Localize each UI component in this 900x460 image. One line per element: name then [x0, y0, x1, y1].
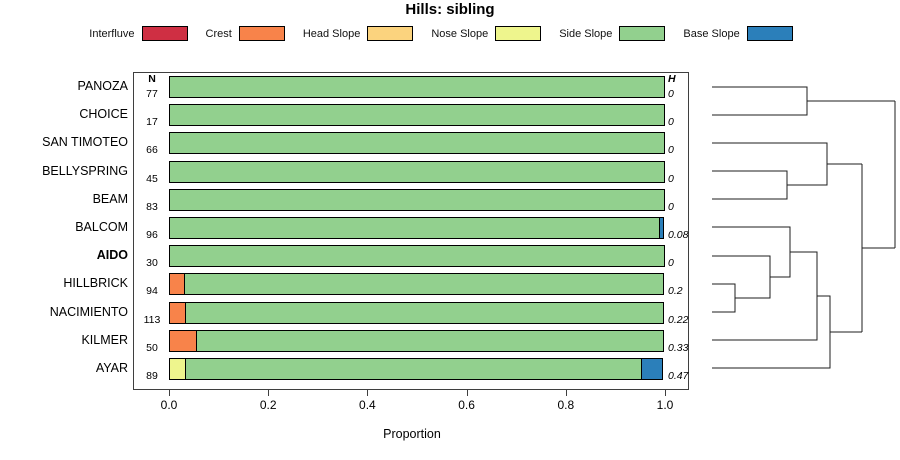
row-h-value: 0.08 [668, 229, 689, 241]
row-label-aido: AIDO [96, 248, 128, 263]
bar-segment-side-slope [169, 188, 665, 211]
bar-segment-side-slope [169, 104, 665, 127]
row-label-panoza: PANOZA [77, 79, 128, 93]
row-n-value: 83 [146, 200, 158, 213]
row-label-balcom: BALCOM [75, 220, 128, 234]
h-column-header: H [668, 73, 676, 85]
row-label-nacimiento: NACIMIENTO [49, 304, 128, 319]
bar-segment-side-slope [169, 217, 661, 239]
row-h-value: 0 [668, 257, 674, 270]
chart-title: Hills: sibling [405, 1, 495, 18]
row-h-value: 0 [668, 200, 674, 213]
stacked-bar [169, 245, 665, 268]
row-label-beam: BEAM [92, 191, 128, 206]
stacked-bar [169, 104, 665, 127]
row-n-value: 77 [146, 88, 158, 100]
stacked-bar [169, 358, 665, 380]
bar-segment-crest [169, 301, 187, 324]
x-axis-tick-label: 0.2 [259, 398, 277, 412]
row-n-value: 45 [146, 172, 158, 185]
row-h-value: 0.22 [668, 313, 689, 326]
bar-segment-side-slope [169, 132, 665, 155]
legend-item-label: Crest [205, 27, 232, 40]
legend-item: Crest [206, 26, 285, 41]
legend-swatch [141, 26, 188, 41]
bar-segment-nose-slope [169, 358, 187, 380]
stacked-bar [169, 217, 665, 239]
row-label-kilmer: KILMER [81, 332, 128, 347]
x-axis-tick-label: 0.6 [458, 398, 475, 412]
row-h-value: 0 [668, 88, 674, 100]
row-label-bellyspring: BELLYSPRING [42, 163, 128, 178]
legend-item: Head Slope [303, 26, 414, 41]
x-axis-tick-label: 1.0 [656, 398, 674, 412]
row-n-value: 17 [146, 116, 158, 129]
row-n-value: 96 [146, 229, 158, 241]
legend-item: Interfluve [89, 26, 188, 41]
legend-item: Nose Slope [431, 26, 542, 41]
legend-item: Base Slope [683, 26, 793, 41]
dendrogram [712, 86, 896, 369]
bar-segment-base-slope [640, 358, 663, 380]
row-h-value: 0 [668, 144, 674, 157]
stacked-bar [169, 132, 665, 155]
stacked-bar [169, 329, 665, 352]
legend-item-label: Interfluve [89, 27, 135, 40]
legend-item: Side Slope [559, 26, 666, 41]
bar-segment-crest [169, 329, 197, 352]
legend: Interfluve Crest Head Slope Nose Slope Side … [0, 26, 900, 41]
stacked-bar [169, 188, 665, 211]
row-h-value: 0.33 [668, 341, 689, 354]
row-h-value: 0 [668, 116, 674, 129]
row-label-san-timoteo: SAN TIMOTEO [42, 135, 128, 150]
legend-item-label: Base Slope [683, 27, 740, 40]
row-n-value: 50 [146, 341, 158, 354]
bar-segment-crest [169, 273, 185, 296]
legend-swatch [619, 26, 666, 41]
legend-item-label: Side Slope [559, 27, 613, 40]
bar-segment-side-slope [169, 76, 665, 98]
row-h-value: 0.47 [668, 370, 689, 382]
x-axis-tick-label: 0.4 [359, 398, 376, 412]
legend-swatch [495, 26, 542, 41]
x-axis-tick-label: 0.8 [557, 398, 575, 412]
row-n-value: 113 [143, 313, 161, 326]
legend-swatch [238, 26, 285, 41]
x-axis-tick [566, 390, 567, 396]
bar-segment-side-slope [185, 301, 664, 324]
stacked-bar [169, 273, 665, 296]
n-column-header: N [148, 73, 156, 85]
x-axis-tick-label: 0.0 [160, 398, 178, 412]
x-axis-title: Proportion [383, 427, 441, 441]
stacked-bar [169, 76, 665, 98]
bar-segment-side-slope [169, 160, 665, 183]
bar-segment-side-slope [169, 245, 665, 268]
row-n-value: 89 [146, 370, 158, 382]
row-label-choice: CHOICE [79, 107, 128, 122]
row-n-value: 30 [146, 257, 158, 270]
legend-item-label: Nose Slope [431, 27, 489, 40]
row-h-value: 0 [668, 172, 674, 185]
x-axis-tick [467, 390, 468, 396]
row-label-ayar: AYAR [95, 361, 128, 375]
bar-segment-side-slope [183, 273, 664, 296]
row-n-value: 66 [146, 144, 158, 157]
legend-swatch [746, 26, 793, 41]
x-axis-tick [268, 390, 269, 396]
x-axis-tick [169, 390, 170, 396]
stacked-bar [169, 301, 665, 324]
row-h-value: 0.2 [668, 285, 683, 298]
legend-item-label: Head Slope [302, 27, 361, 40]
stacked-bar [169, 160, 665, 183]
bar-segment-side-slope [195, 329, 664, 352]
x-axis-tick [665, 390, 666, 396]
bar-segment-side-slope [185, 358, 642, 380]
bar-segment-base-slope [659, 217, 664, 239]
legend-swatch [367, 26, 414, 41]
row-label-hillbrick: HILLBRICK [63, 276, 128, 291]
x-axis-tick [367, 390, 368, 396]
row-n-value: 94 [146, 285, 158, 298]
